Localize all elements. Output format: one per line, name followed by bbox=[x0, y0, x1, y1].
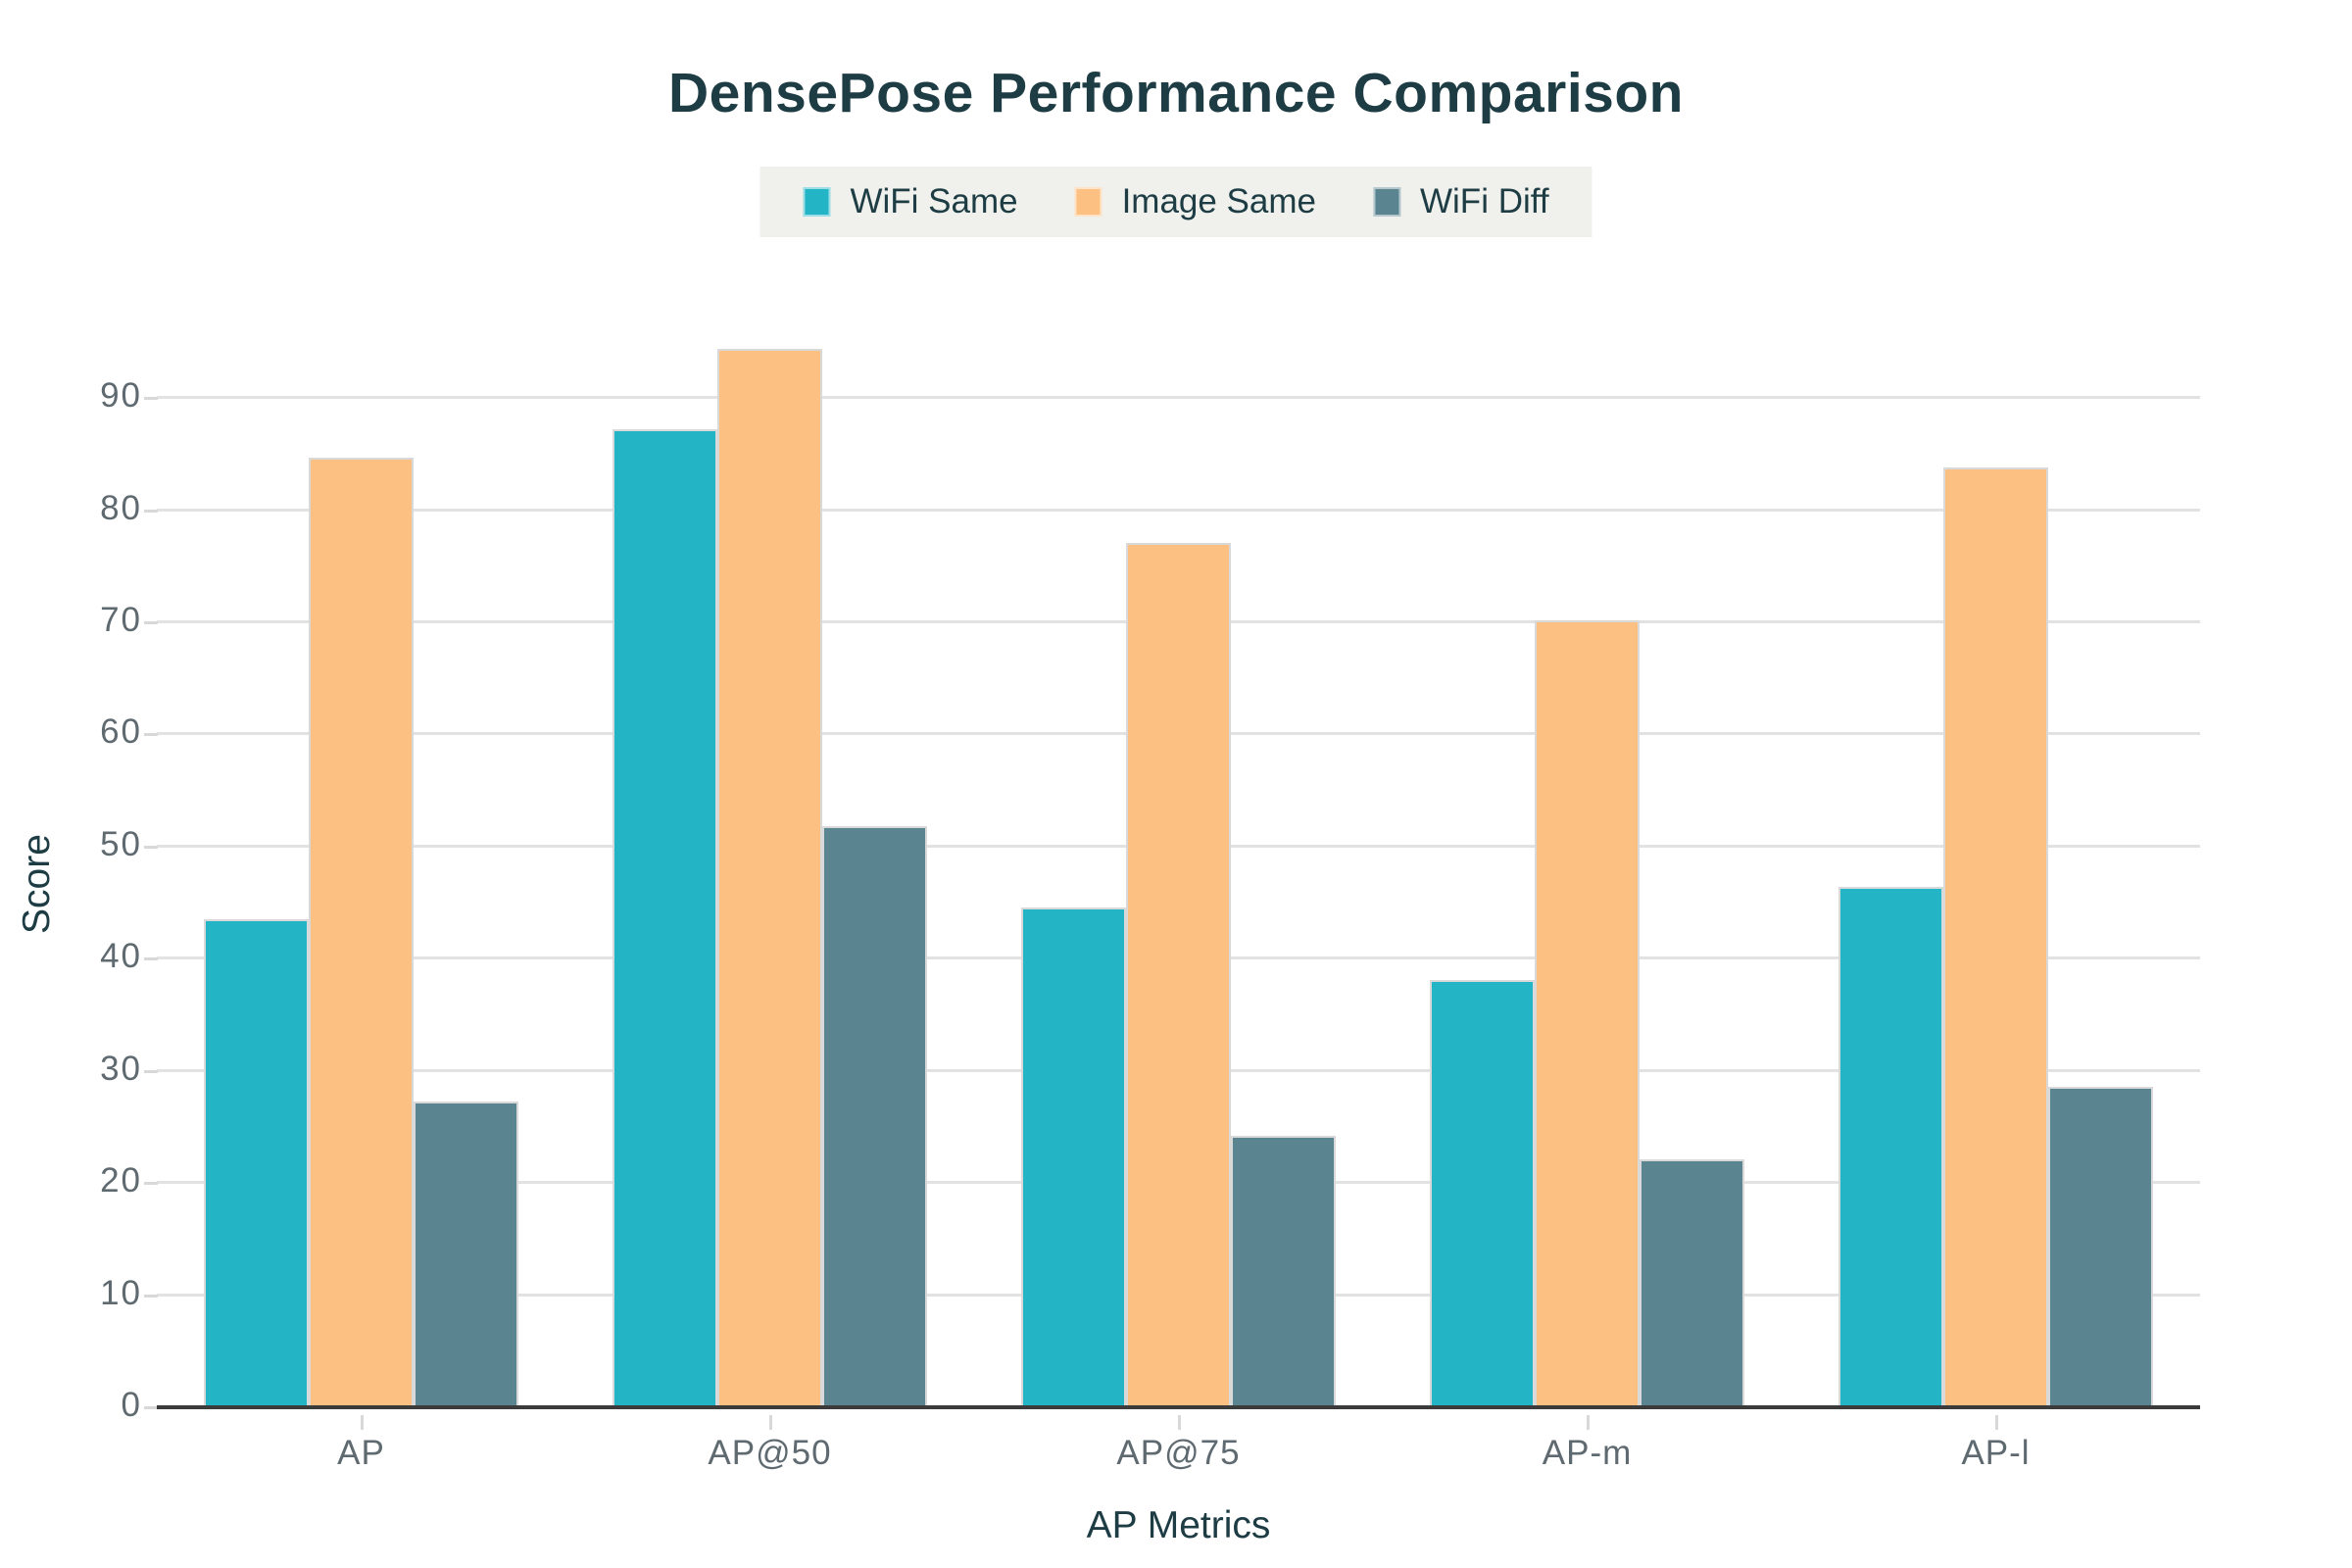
bar-ap75-wifi-diff bbox=[1231, 1136, 1336, 1407]
x-tick-mark bbox=[768, 1415, 772, 1430]
y-tick-mark bbox=[144, 1294, 158, 1298]
x-tick-mark bbox=[360, 1415, 364, 1430]
bar-ap-wifi-diff bbox=[414, 1101, 518, 1407]
chart-title: DensePose Performance Comparison bbox=[667, 62, 1685, 124]
legend-swatch-icon bbox=[1074, 187, 1102, 217]
gridline-90 bbox=[157, 396, 2200, 400]
legend-item-wifi-diff[interactable]: WiFi Diff bbox=[1373, 182, 1549, 221]
x-tick-mark bbox=[1994, 1415, 1998, 1430]
y-tick-mark bbox=[144, 1069, 158, 1073]
y-tick-label-40: 40 bbox=[100, 937, 142, 976]
y-tick-label-10: 10 bbox=[100, 1273, 142, 1312]
bar-ap75-image-same bbox=[1126, 542, 1231, 1407]
bar-ap-m-wifi-diff bbox=[1640, 1159, 1744, 1407]
y-tick-label-60: 60 bbox=[100, 712, 142, 752]
legend-item-wifi-same[interactable]: WiFi Same bbox=[803, 182, 1018, 221]
x-tick-label-ap: AP bbox=[337, 1434, 385, 1472]
y-tick-mark bbox=[144, 397, 158, 401]
legend-item-image-same[interactable]: Image Same bbox=[1074, 182, 1316, 221]
bar-ap-image-same bbox=[309, 457, 414, 1407]
y-tick-label-80: 80 bbox=[100, 488, 142, 527]
legend-label: WiFi Diff bbox=[1420, 182, 1549, 220]
y-tick-mark bbox=[144, 1406, 158, 1409]
gridline-80 bbox=[157, 508, 2200, 512]
legend-label: Image Same bbox=[1121, 182, 1316, 220]
y-tick-label-30: 30 bbox=[100, 1049, 142, 1088]
bar-ap50-wifi-same bbox=[612, 429, 717, 1407]
legend-swatch-icon bbox=[803, 187, 831, 217]
y-tick-label-70: 70 bbox=[100, 601, 142, 640]
x-tick-mark bbox=[1586, 1415, 1590, 1430]
x-tick-label-ap50: AP@50 bbox=[708, 1434, 832, 1472]
y-tick-mark bbox=[144, 509, 158, 513]
bar-ap50-image-same bbox=[717, 348, 822, 1407]
bar-ap-wifi-same bbox=[204, 919, 309, 1407]
x-tick-label-ap-l: AP-l bbox=[1961, 1434, 2031, 1472]
bar-ap-m-wifi-same bbox=[1430, 980, 1535, 1407]
y-tick-label-90: 90 bbox=[100, 376, 142, 416]
y-tick-mark bbox=[144, 1182, 158, 1186]
x-tick-label-ap-m: AP-m bbox=[1542, 1434, 1633, 1472]
y-tick-label-50: 50 bbox=[100, 824, 142, 863]
legend-label: WiFi Same bbox=[850, 182, 1018, 220]
y-tick-mark bbox=[144, 733, 158, 737]
legend: WiFi Same Image Same WiFi Diff bbox=[760, 167, 1592, 237]
bar-ap-m-image-same bbox=[1535, 619, 1640, 1407]
plot-area bbox=[157, 342, 2200, 1409]
y-tick-label-0: 0 bbox=[121, 1386, 142, 1424]
y-tick-label-20: 20 bbox=[100, 1161, 142, 1200]
bar-ap75-wifi-same bbox=[1021, 906, 1126, 1407]
y-tick-mark bbox=[144, 845, 158, 849]
y-tick-mark bbox=[144, 957, 158, 961]
x-axis-line bbox=[157, 1405, 2200, 1409]
y-tick-mark bbox=[144, 621, 158, 625]
bar-ap-l-wifi-same bbox=[1838, 887, 1943, 1407]
x-tick-label-ap75: AP@75 bbox=[1116, 1434, 1241, 1472]
legend-swatch-icon bbox=[1373, 187, 1400, 217]
bar-ap-l-image-same bbox=[1943, 467, 2048, 1407]
x-axis-title: AP Metrics bbox=[1086, 1504, 1271, 1546]
x-tick-mark bbox=[1177, 1415, 1181, 1430]
bar-ap50-wifi-diff bbox=[822, 826, 927, 1407]
bar-ap-l-wifi-diff bbox=[2048, 1086, 2153, 1407]
